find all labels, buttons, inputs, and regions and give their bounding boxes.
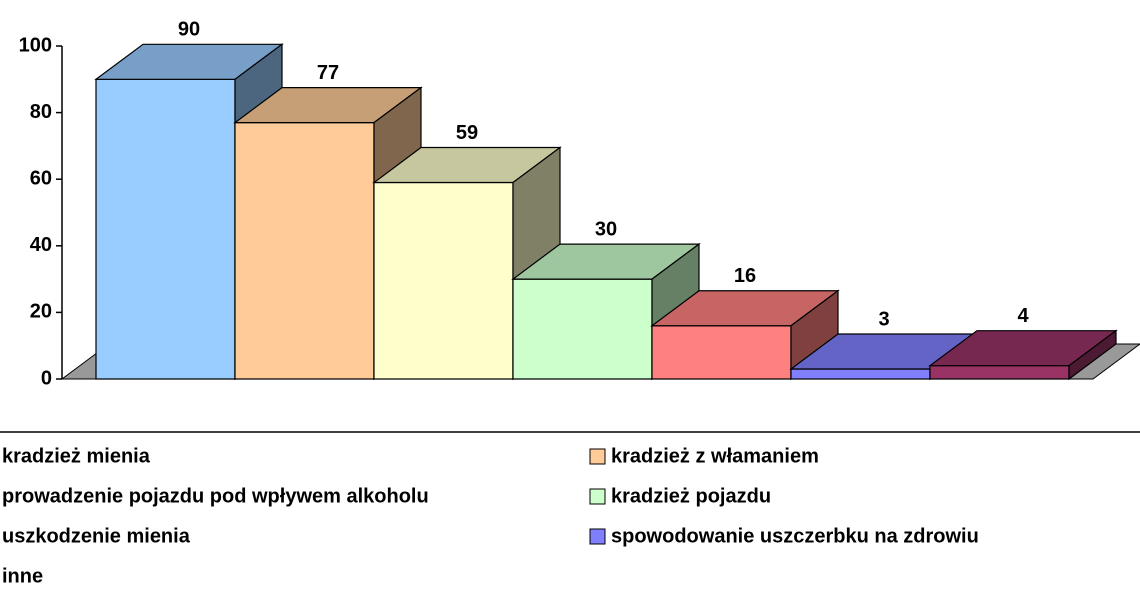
y-tick-label: 20: [30, 301, 52, 323]
value-label: 16: [734, 265, 756, 287]
legend-label: prowadzenie pojazdu pod wpływem alkoholu: [2, 485, 429, 507]
value-label: 30: [595, 218, 617, 240]
value-label: 77: [317, 62, 339, 84]
bar: [928, 329, 1118, 381]
legend-label: kradzież z włamaniem: [611, 445, 819, 467]
bar-front: [373, 181, 514, 380]
bar-front: [512, 278, 653, 380]
legend-label: spowodowanie uszczerbku na zdrowiu: [611, 525, 979, 547]
legend-label: kradzież pojazdu: [611, 485, 771, 507]
y-tick-label: 100: [19, 34, 52, 56]
bar: [372, 146, 562, 381]
value-label: 90: [178, 19, 200, 41]
legend-swatch: [589, 488, 606, 505]
legend-label: kradzież mienia: [2, 445, 151, 467]
legend-swatch: [589, 528, 606, 545]
bar: [650, 289, 840, 381]
legend-label: inne: [2, 565, 43, 587]
y-tick-label: 80: [30, 101, 52, 123]
y-tick-label: 60: [30, 167, 52, 189]
value-label: 4: [1017, 305, 1029, 327]
bar-front: [234, 121, 375, 380]
bar-front: [929, 365, 1070, 380]
value-label: 59: [456, 122, 478, 144]
legend-label: uszkodzenie mienia: [2, 525, 191, 547]
y-tick-label: 0: [41, 367, 52, 389]
bar-front: [95, 78, 236, 380]
bar-front: [651, 325, 792, 380]
bar-front: [790, 368, 931, 380]
value-label: 3: [878, 308, 889, 330]
bar-side: [1068, 329, 1117, 381]
legend-swatch: [589, 448, 606, 465]
y-tick-label: 40: [30, 234, 52, 256]
